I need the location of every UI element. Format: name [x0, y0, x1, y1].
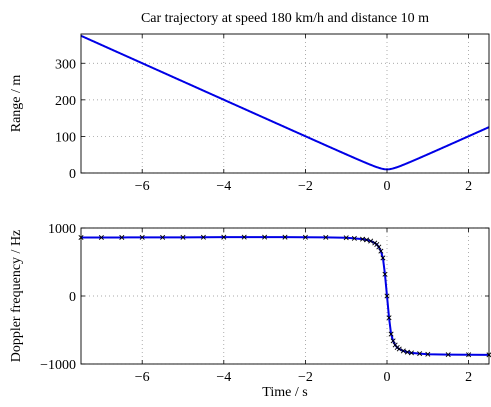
doppler-data-point — [368, 238, 374, 244]
range-x-tick-label: −6 — [135, 179, 150, 194]
x-marker-stroke — [160, 234, 166, 240]
x-marker-stroke — [119, 234, 125, 240]
x-marker-stroke — [400, 348, 406, 354]
doppler-x-tick-label: −2 — [298, 370, 313, 385]
x-marker-stroke — [98, 235, 104, 241]
x-marker-stroke — [139, 234, 145, 240]
x-marker-stroke — [466, 352, 472, 358]
doppler-data-point — [180, 234, 186, 240]
doppler-y-tick-label: 1000 — [48, 222, 76, 237]
doppler-data-point — [262, 234, 268, 240]
range-y-tick-label: 100 — [55, 130, 76, 145]
x-marker-stroke — [241, 234, 247, 240]
doppler-data-point — [221, 234, 227, 240]
doppler-data-point — [404, 349, 410, 355]
x-marker-stroke — [378, 248, 384, 254]
range-x-tick-label: −2 — [298, 179, 313, 194]
doppler-x-tick-label: −4 — [216, 370, 231, 385]
doppler-data-point — [425, 351, 431, 357]
x-marker-stroke — [351, 235, 357, 241]
x-marker-stroke — [374, 242, 380, 248]
x-marker-stroke — [221, 234, 227, 240]
x-marker-stroke — [180, 234, 186, 240]
doppler-data-point — [384, 293, 390, 299]
x-marker-stroke — [376, 244, 382, 250]
doppler-plot: −6 −4 −2 0 2 −1000 0 1000 Time / s Doppler freque… — [9, 222, 491, 400]
x-marker-stroke — [364, 237, 370, 243]
doppler-data-point — [302, 234, 308, 240]
doppler-data-point — [160, 234, 166, 240]
x-marker-stroke — [262, 234, 268, 240]
x-marker-stroke — [380, 255, 386, 261]
doppler-data-point — [351, 235, 357, 241]
doppler-data-point — [417, 351, 423, 357]
doppler-data-point — [388, 331, 394, 337]
x-marker-stroke — [392, 342, 398, 348]
x-marker-stroke — [417, 351, 423, 357]
doppler-data-point — [396, 346, 402, 352]
x-marker-stroke — [302, 234, 308, 240]
doppler-x-tick-label: 0 — [384, 370, 391, 385]
range-x-tick-label: 0 — [384, 179, 391, 194]
doppler-data-point — [382, 271, 388, 277]
doppler-data-point — [380, 255, 386, 261]
range-x-tick-label: −4 — [216, 179, 231, 194]
x-marker-stroke — [390, 338, 396, 344]
range-plot: −6 −4 −2 0 2 0 100 200 300 Car trajectory at spee… — [9, 11, 490, 194]
doppler-y-tick-label: −1000 — [40, 358, 76, 373]
x-marker-stroke — [323, 234, 329, 240]
x-marker-stroke — [360, 236, 366, 242]
doppler-data-point — [282, 234, 288, 240]
range-axes-frame — [80, 33, 490, 174]
x-marker-stroke — [343, 235, 349, 241]
x-marker-stroke — [282, 234, 288, 240]
doppler-data-point — [119, 234, 125, 240]
range-x-tick-label: 2 — [465, 179, 472, 194]
doppler-data-point — [400, 348, 406, 354]
doppler-y-tick-label: 0 — [69, 290, 76, 305]
doppler-data-point — [343, 235, 349, 241]
doppler-y-axis-label: Doppler frequency / Hz — [9, 230, 24, 363]
x-marker-stroke — [445, 352, 451, 358]
range-y-tick-label: 200 — [55, 94, 76, 109]
doppler-x-axis-label: Time / s — [262, 385, 307, 400]
doppler-data-point — [200, 234, 206, 240]
doppler-data-point — [360, 236, 366, 242]
chart-title: Car trajectory at speed 180 km/h and dis… — [141, 11, 429, 26]
x-marker-stroke — [384, 293, 390, 299]
range-y-axis-label: Range / m — [9, 75, 24, 133]
doppler-x-tick-label: 2 — [465, 370, 472, 385]
doppler-data-point — [98, 235, 104, 241]
x-marker-stroke — [386, 315, 392, 321]
doppler-data-point — [390, 338, 396, 344]
doppler-data-point — [466, 352, 472, 358]
doppler-data-point — [241, 234, 247, 240]
doppler-x-tick-label: −6 — [135, 370, 150, 385]
doppler-data-point — [364, 237, 370, 243]
doppler-data-point — [376, 244, 382, 250]
doppler-data-point — [445, 352, 451, 358]
doppler-data-point — [386, 315, 392, 321]
x-marker-stroke — [382, 271, 388, 277]
x-marker-stroke — [200, 234, 206, 240]
doppler-data-point — [378, 248, 384, 254]
range-y-tick-label: 300 — [55, 57, 76, 72]
x-marker-stroke — [396, 346, 402, 352]
x-marker-stroke — [404, 349, 410, 355]
x-marker-stroke — [425, 351, 431, 357]
x-marker-stroke — [368, 238, 374, 244]
x-marker-stroke — [388, 331, 394, 337]
range-series-line — [81, 34, 489, 171]
doppler-data-point — [139, 234, 145, 240]
range-y-tick-label: 0 — [69, 167, 76, 182]
x-marker-stroke — [408, 350, 414, 356]
doppler-data-point — [408, 350, 414, 356]
doppler-data-point — [323, 234, 329, 240]
